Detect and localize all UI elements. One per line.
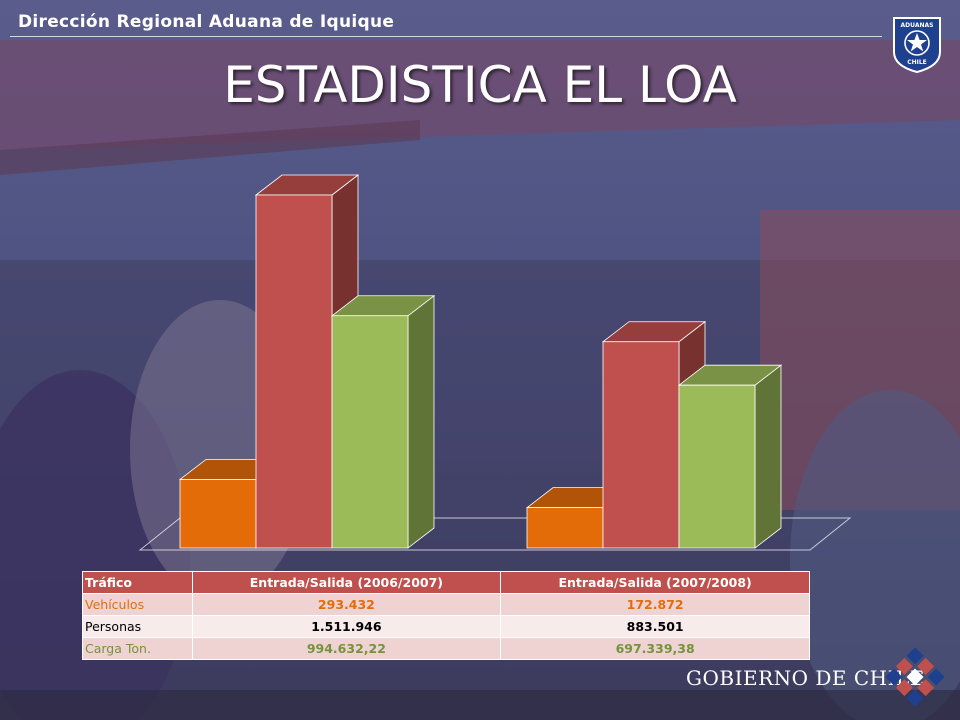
table-cell: 172.872 (500, 593, 810, 616)
table-cell: 994.632,22 (191, 637, 502, 660)
table-header-cell: Tráfico (82, 571, 193, 594)
bar-side-2-1 (754, 364, 782, 549)
header-divider (10, 36, 882, 37)
table-row: Personas 1.511.946 883.501 (82, 615, 810, 638)
gobierno-de-chile-logo-icon (885, 647, 945, 707)
chart-floor (138, 517, 852, 551)
bar-side-2-0 (407, 294, 435, 549)
bar-front-1-1 (602, 341, 680, 549)
badge-text-bottom: CHILE (907, 59, 927, 66)
table-row: Vehículos 293.432 172.872 (82, 593, 810, 616)
bar-front-2-1 (678, 384, 756, 549)
table-cell: 883.501 (500, 615, 810, 638)
footer-brand: GOBIERNO DE CHILE (686, 666, 925, 690)
statistics-table: Tráfico Entrada/Salida (2006/2007) Entra… (82, 571, 810, 660)
table-cell: 697.339,38 (500, 637, 810, 660)
table-header-row: Tráfico Entrada/Salida (2006/2007) Entra… (82, 571, 810, 594)
table-cell: Vehículos (82, 593, 193, 616)
page-title: ESTADISTICA EL LOA (223, 56, 737, 114)
table-cell: Carga Ton. (82, 637, 193, 660)
table-header-cell: Entrada/Salida (2006/2007) (191, 571, 502, 594)
bar-front-0-1 (526, 507, 604, 549)
organization-header: Dirección Regional Aduana de Iquique (18, 12, 395, 32)
table-cell: 1.511.946 (191, 615, 502, 638)
badge-text-top: ADUANAS (901, 22, 934, 29)
table-cell: Personas (82, 615, 193, 638)
table-cell: 293.432 (191, 593, 502, 616)
table-header-cell: Entrada/Salida (2007/2008) (500, 571, 810, 594)
bar-front-0-0 (179, 479, 257, 549)
bar-front-1-0 (255, 194, 333, 549)
aduanas-chile-badge-icon: ADUANAS CHILE (893, 17, 941, 74)
table-row: Carga Ton. 994.632,22 697.339,38 (82, 637, 810, 660)
bar-front-2-0 (331, 315, 409, 549)
